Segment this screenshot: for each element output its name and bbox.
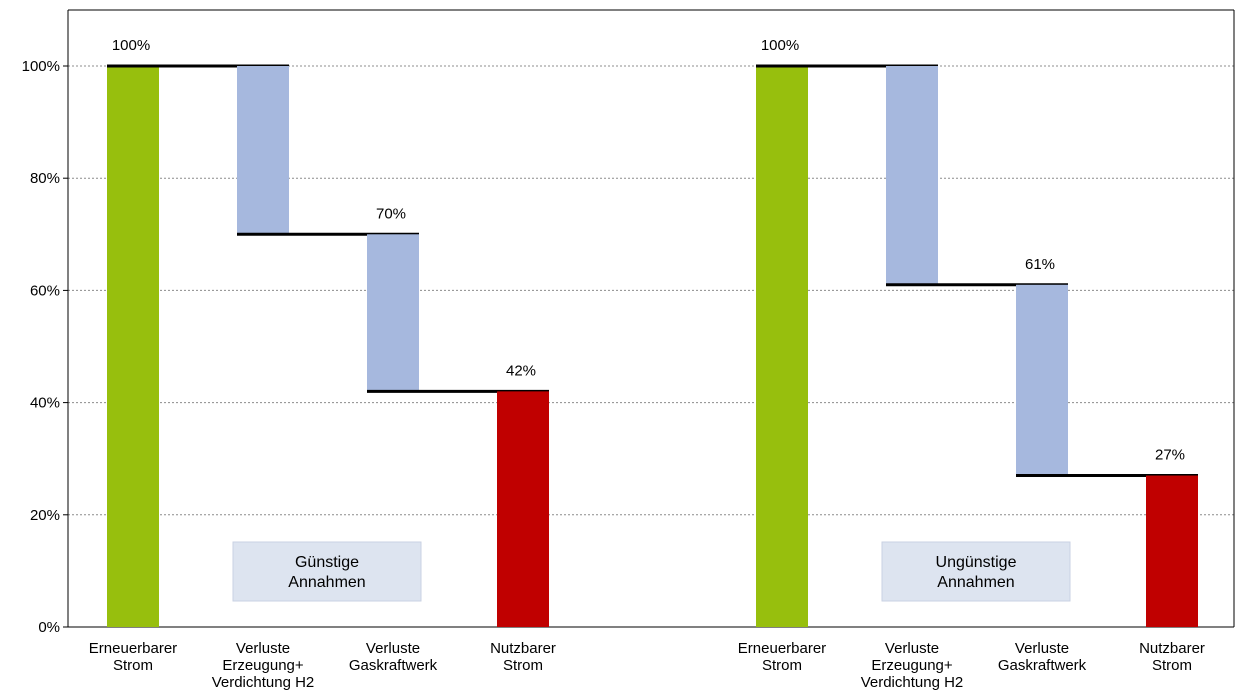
x-category-label: Verluste <box>1015 640 1069 657</box>
value-label: 42% <box>506 362 536 379</box>
x-category-label: Erneuerbarer <box>738 640 826 657</box>
x-category-label: Strom <box>1152 657 1192 674</box>
x-category-label: Verluste <box>366 640 420 657</box>
annotation-text: Günstige <box>295 554 359 571</box>
bar-loss <box>237 66 289 235</box>
x-category-label: Nutzbarer <box>490 640 556 657</box>
y-tick-label: 40% <box>30 395 60 412</box>
x-category-label: Erzeugung+ <box>871 657 953 674</box>
annotation-text: Ungünstige <box>936 554 1017 571</box>
bar-loss <box>367 234 419 392</box>
x-category-label: Verluste <box>885 640 939 657</box>
annotation-text: Annahmen <box>288 574 365 591</box>
bar-loss <box>1016 284 1068 476</box>
x-category-label: Gaskraftwerk <box>998 657 1087 674</box>
x-category-label: Gaskraftwerk <box>349 657 438 674</box>
value-label: 27% <box>1155 447 1185 464</box>
bars <box>107 64 1198 627</box>
y-tick-label: 100% <box>22 58 60 75</box>
bar-start <box>107 66 159 627</box>
x-category-label: Strom <box>762 657 802 674</box>
bar-result <box>1146 475 1198 627</box>
x-category-label: Nutzbarer <box>1139 640 1205 657</box>
y-tick-label: 60% <box>30 282 60 299</box>
x-category-label: Strom <box>503 657 543 674</box>
value-label: 70% <box>376 205 406 222</box>
bar-start <box>756 66 808 627</box>
y-tick-label: 20% <box>30 507 60 524</box>
annotation-box <box>881 541 1071 602</box>
x-category-label: Verluste <box>236 640 290 657</box>
value-label: 61% <box>1025 256 1055 273</box>
labels: 0%20%40%60%80%100%100%ErneuerbarerStromV… <box>22 37 1205 691</box>
y-tick-label: 0% <box>38 619 60 636</box>
x-category-label: Verdichtung H2 <box>212 674 315 691</box>
x-category-label: Erzeugung+ <box>222 657 304 674</box>
x-category-label: Erneuerbarer <box>89 640 177 657</box>
x-category-label: Verdichtung H2 <box>861 674 964 691</box>
annotation-box <box>232 541 422 602</box>
bar-result <box>497 391 549 627</box>
annotation-text: Annahmen <box>937 574 1014 591</box>
value-label: 100% <box>112 37 150 54</box>
x-category-label: Strom <box>113 657 153 674</box>
axes <box>63 9 1235 628</box>
value-label: 100% <box>761 37 799 54</box>
bar-loss <box>886 66 938 285</box>
y-tick-label: 80% <box>30 170 60 187</box>
